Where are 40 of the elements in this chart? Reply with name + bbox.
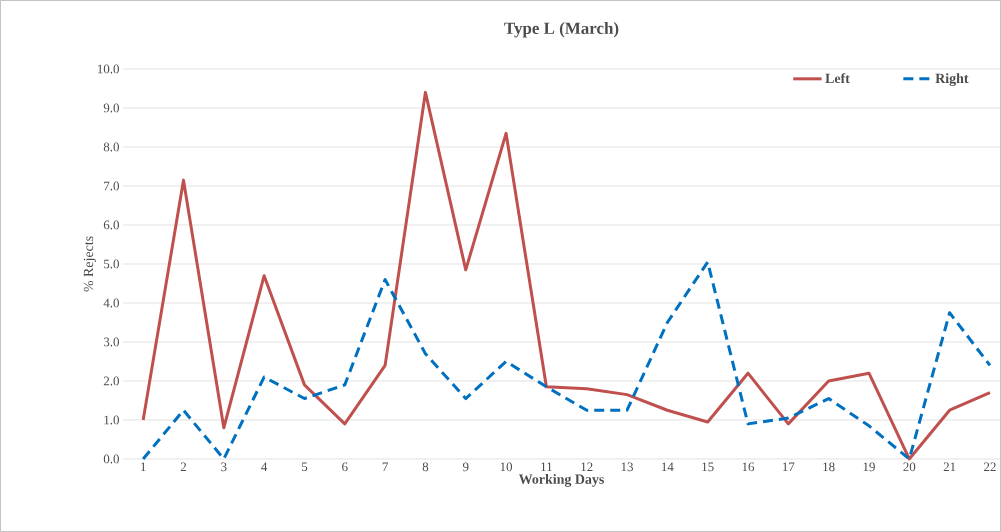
- x-tick-label: 22: [984, 462, 996, 472]
- y-tick-label: 6.0: [103, 220, 119, 230]
- y-tick-label: 8.0: [103, 142, 119, 152]
- y-tick-label: 5.0: [104, 259, 119, 269]
- x-tick-label: 14: [662, 462, 674, 472]
- y-tick-label: 3.0: [103, 337, 119, 347]
- x-tick-label: 19: [863, 462, 875, 472]
- x-tick-label: 20: [903, 462, 916, 472]
- x-tick-label: 21: [943, 462, 956, 472]
- x-tick-label: 7: [382, 462, 388, 471]
- line-series: [141, 90, 992, 461]
- line-series: [141, 260, 992, 461]
- x-tick-label: 13: [621, 462, 633, 472]
- x-tick-label: 18: [823, 462, 835, 472]
- x-tick-label: 3: [221, 462, 227, 472]
- x-tick-label: 10: [500, 462, 513, 472]
- x-tick-label: 12: [581, 462, 593, 472]
- y-tick-label: 0.0: [103, 454, 119, 464]
- x-tick-label: 15: [702, 462, 714, 472]
- y-tick-label: 2.0: [103, 376, 119, 386]
- legend-label: Right: [935, 73, 969, 86]
- x-tick-label: 5: [301, 462, 308, 472]
- x-tick-label: 17: [782, 462, 795, 472]
- x-tick-label: 2: [180, 462, 187, 472]
- chart-title: Type L (March): [504, 22, 619, 38]
- y-tick-label: 9.0: [103, 103, 119, 113]
- y-axis-title: % Rejects: [83, 236, 96, 292]
- x-tick-label: 16: [742, 462, 755, 472]
- x-tick-label: 9: [462, 462, 469, 472]
- x-tick-label: 11: [541, 462, 552, 472]
- x-axis-title: Working Days: [518, 474, 604, 487]
- legend-label: Left: [825, 73, 850, 84]
- y-tick-label: 4.0: [103, 298, 119, 308]
- y-tick-label: 1.0: [104, 415, 119, 425]
- x-tick-label: 6: [342, 462, 348, 472]
- y-tick-label: 10.0: [97, 64, 119, 74]
- x-tick-label: 4: [261, 462, 268, 472]
- x-tick-label: 1: [141, 462, 146, 472]
- x-tick-label: 8: [422, 462, 429, 472]
- y-tick-label: 7.0: [104, 181, 119, 191]
